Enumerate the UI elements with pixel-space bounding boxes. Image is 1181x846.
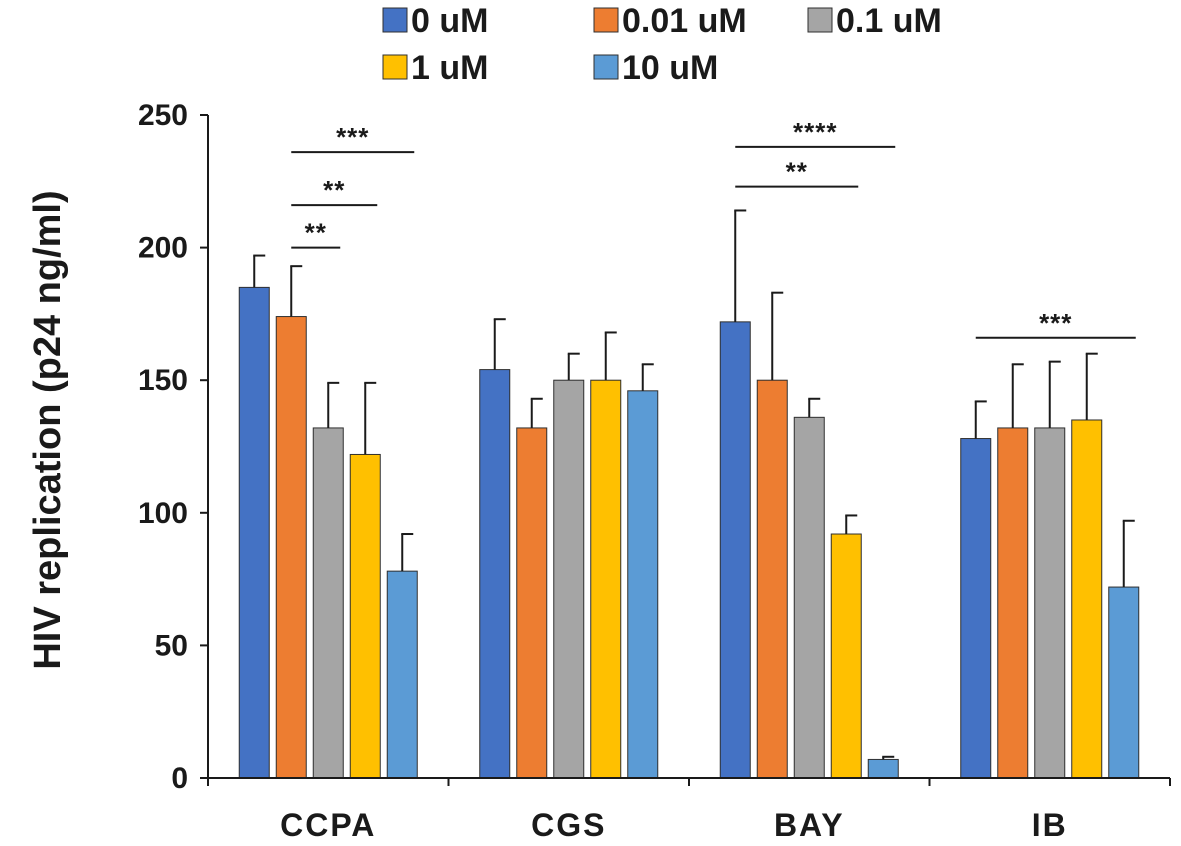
y-tick-label: 150 [138,364,188,397]
legend-swatch [593,54,619,80]
y-tick-label: 50 [155,629,188,662]
bar [867,758,899,779]
bar [553,379,585,779]
bar [830,533,862,779]
bar [349,453,381,779]
bar [590,379,622,779]
x-category-label: CGS [531,807,606,843]
legend-label: 1 uM [411,49,488,87]
y-tick-label: 100 [138,497,188,530]
legend-swatch [382,7,408,33]
y-axis-label: HIV replication (p24 ng/ml) [27,190,69,669]
x-category-label: IB [1032,807,1068,843]
bar [516,427,548,779]
significance-label: *** [336,122,369,152]
y-axis: 0 50 100 150 200 250 [138,99,209,795]
bar [312,427,344,779]
legend-swatch [382,54,408,80]
bar [997,427,1029,779]
bar [1108,586,1140,779]
y-tick-label: 0 [171,762,188,795]
bar [756,379,788,779]
significance-label: ** [305,218,327,248]
significance-annotations: **************** [291,117,1136,339]
significance-label: *** [1039,308,1072,338]
x-category-label: BAY [774,807,845,843]
significance-label: ** [323,175,345,205]
bar [386,570,418,779]
bar [275,316,307,779]
bar [719,321,751,779]
x-category-label: CCPA [280,807,376,843]
bar [238,286,270,779]
legend-label: 0.01 uM [622,2,747,40]
bar [793,416,825,779]
x-axis: CCPA CGS BAY IB [207,777,1171,843]
y-tick-label: 200 [138,232,188,265]
bar [627,390,659,779]
bar [479,369,511,779]
legend-swatch [593,7,619,33]
bar [960,438,992,779]
error-bars [253,209,1135,760]
legend: 0 uM 0.01 uM 0.1 uM 1 uM 10 uM [382,2,942,87]
bar [1071,419,1103,779]
significance-label: **** [793,117,837,147]
significance-label: ** [786,157,808,187]
y-tick-label: 250 [138,99,188,132]
legend-label: 0 uM [411,2,488,40]
legend-swatch [807,7,833,33]
bar [1034,427,1066,779]
bars [238,286,1140,779]
legend-label: 0.1 uM [836,2,942,40]
legend-label: 10 uM [622,49,718,87]
